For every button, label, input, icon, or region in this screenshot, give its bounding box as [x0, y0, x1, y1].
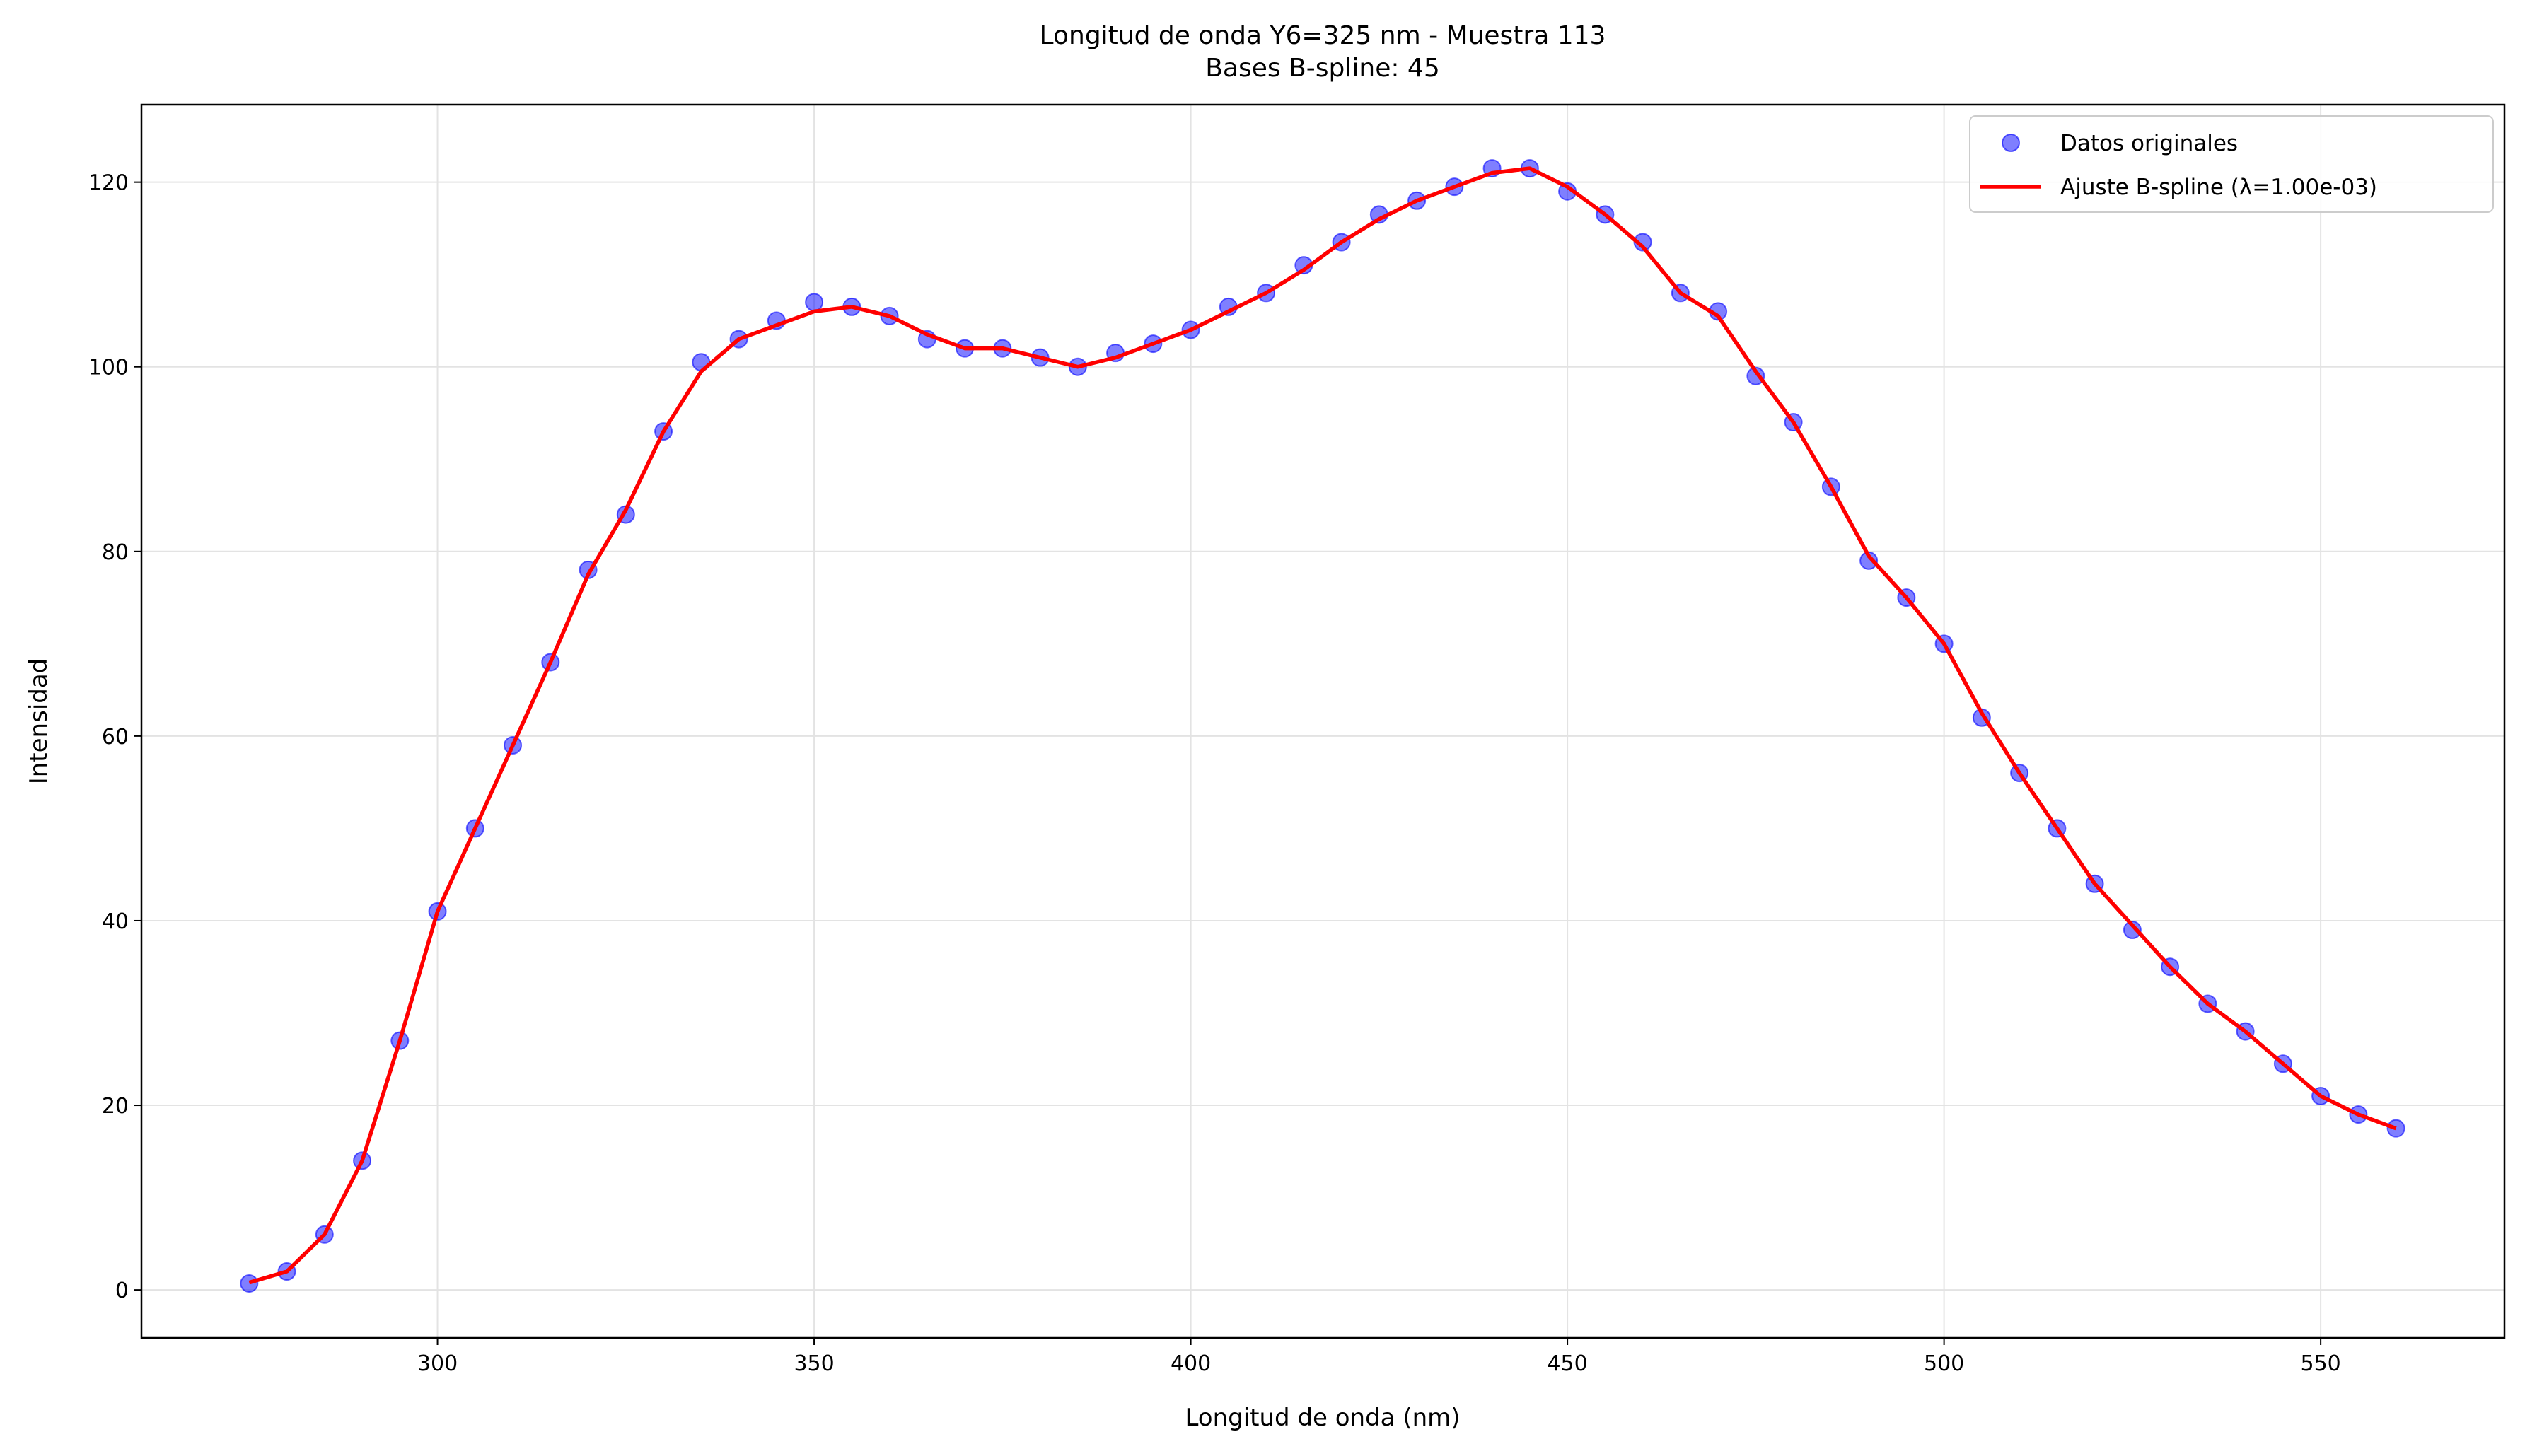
x-tick-label: 350: [794, 1351, 834, 1376]
data-point: [1633, 233, 1652, 252]
y-tick-label: 40: [102, 909, 129, 934]
x-tick-label: 300: [417, 1351, 458, 1376]
chart-title: Longitud de onda Y6=325 nm - Muestra 113: [1040, 21, 1606, 50]
plot-frame: [140, 103, 2506, 1339]
data-point: [805, 293, 824, 312]
chart-subtitle: Bases B-spline: 45: [1205, 54, 1440, 83]
fit-line: [248, 166, 2397, 1285]
legend-box: [1969, 115, 2494, 213]
x-tick-label: 550: [2300, 1351, 2340, 1376]
x-tick-label: 450: [1547, 1351, 1587, 1376]
legend-label: Datos originales: [2060, 131, 2238, 156]
legend-marker: [2002, 134, 2020, 152]
y-tick-label: 60: [102, 725, 129, 750]
x-axis-label: Longitud de onda (nm): [1185, 1404, 1460, 1432]
x-tick-label: 400: [1171, 1351, 1211, 1376]
data-point: [240, 1274, 259, 1293]
y-tick-label: 100: [88, 356, 129, 380]
x-tick-label: 500: [1924, 1351, 1964, 1376]
data-point: [2386, 1119, 2405, 1138]
data-point: [2123, 921, 2142, 940]
y-tick-label: 80: [102, 540, 129, 565]
legend-label: Ajuste B-spline (λ=1.00e-03): [2060, 175, 2377, 200]
y-axis-label: Intensidad: [25, 658, 53, 785]
y-tick-label: 120: [88, 171, 129, 196]
y-tick-label: 0: [115, 1279, 129, 1303]
y-tick-label: 20: [102, 1094, 129, 1119]
